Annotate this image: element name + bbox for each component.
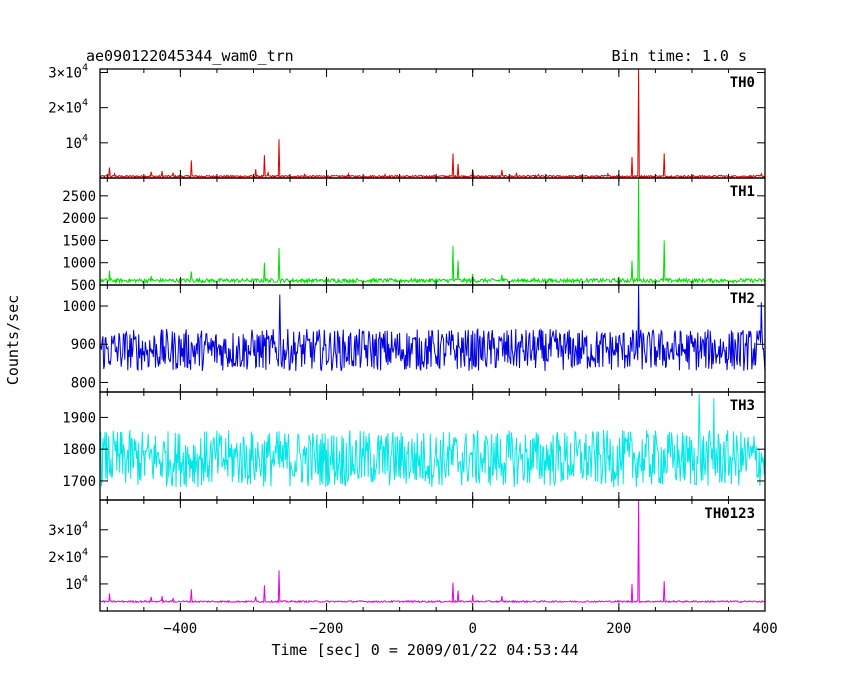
panel-frame [99, 68, 766, 179]
panel-label: TH1 [730, 184, 755, 200]
y-tick-label: 2000 [62, 211, 96, 227]
figure-title: ae090122045344_wam0_trn [86, 47, 294, 65]
panel-th2: 800 900 1000 TH2 [62, 284, 766, 393]
y-tick-label: 2×104 [48, 98, 88, 117]
x-tick-label: −200 [310, 621, 344, 637]
series-line-th1 [99, 177, 766, 285]
x-tick-label: 400 [752, 621, 777, 637]
x-tick-label: −400 [164, 621, 198, 637]
series-line-th2 [99, 284, 766, 372]
x-axis-label: Time [sec] 0 = 2009/01/22 04:53:44 [271, 641, 578, 659]
series-line-th0123 [99, 499, 766, 604]
y-tick-label: 1000 [62, 299, 96, 315]
panel-label: TH2 [730, 291, 755, 307]
y-tick-label: 3×104 [48, 63, 88, 82]
y-tick-label: 1700 [62, 474, 96, 490]
y-tick-label: 1500 [62, 233, 96, 249]
y-tick-label: 1800 [62, 442, 96, 458]
panel-frame [99, 177, 766, 286]
panels-group: 104 2×104 3×104 TH0 500 1000 1500 2000 2500 TH1 80… [48, 63, 766, 612]
x-axis: −400 −200 0 200 400 [164, 621, 778, 637]
y-tick-label: 900 [71, 337, 96, 353]
panel-frame [99, 499, 766, 612]
panel-label: TH0123 [704, 506, 755, 522]
y-tick-label: 3×104 [48, 520, 88, 539]
bin-time-label: Bin time: 1.0 s [612, 47, 747, 65]
y-tick-label: 1000 [62, 256, 96, 272]
y-tick-label: 2500 [62, 189, 96, 205]
panel-th3: 1700 1800 1900 TH3 [62, 391, 766, 501]
y-tick-label: 104 [65, 574, 88, 593]
y-tick-label: 1900 [62, 410, 96, 426]
y-tick-label: 800 [71, 375, 96, 391]
panel-label: TH0 [730, 75, 755, 91]
panel-label: TH3 [730, 398, 755, 414]
y-axis-label: Counts/sec [4, 295, 22, 385]
y-tick-label: 2×104 [48, 547, 88, 566]
y-tick-label: 104 [65, 133, 88, 152]
panel-th0: 104 2×104 3×104 TH0 [48, 63, 766, 179]
panel-th1: 500 1000 1500 2000 2500 TH1 [62, 177, 766, 294]
series-line-th0 [99, 68, 766, 179]
panel-th0123: 104 2×104 3×104 TH0123 [48, 499, 766, 612]
series-line-th3 [99, 393, 766, 488]
x-tick-label: 200 [606, 621, 631, 637]
y-tick-label: 500 [71, 278, 96, 294]
panel-frame [99, 391, 766, 501]
x-tick-label: 0 [468, 621, 476, 637]
